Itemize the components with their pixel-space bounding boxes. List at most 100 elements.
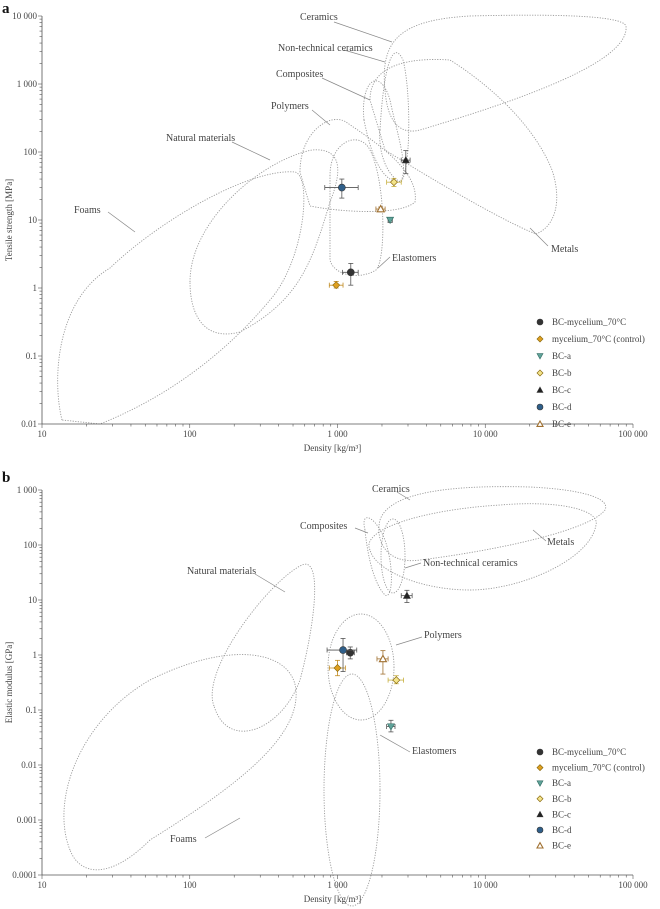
marker-BC-mycelium_70°C: [346, 648, 355, 657]
region-label: Metals: [547, 537, 574, 548]
region-non-technical-ceramics: [380, 518, 406, 594]
marker-BC-b: [389, 178, 398, 187]
legend-item: BC-d: [536, 402, 572, 412]
y-tick-label: 0.001: [17, 815, 37, 825]
marker-mycelium_70°C (control): [333, 664, 342, 673]
legend-marker: [536, 318, 544, 326]
y-tick-label: 0.01: [21, 419, 37, 429]
legend-label: mycelium_70°C (control): [552, 334, 645, 344]
legend-label: mycelium_70°C (control): [552, 763, 645, 773]
marker-BC-d: [338, 183, 346, 192]
data-point: [326, 638, 358, 672]
marker-BC-mycelium_70°C: [346, 268, 355, 277]
marker-mycelium_70°C (control): [332, 281, 341, 290]
data-point: [386, 177, 402, 187]
x-tick-label: 10 000: [473, 880, 498, 890]
legend-item: BC-a: [536, 778, 571, 788]
legend-marker: [536, 795, 544, 803]
legend-marker: [536, 780, 544, 787]
legend-marker: [536, 369, 544, 377]
marker-BC-b: [392, 676, 401, 685]
y-tick-label: 100: [24, 540, 38, 550]
region-polymers: [327, 613, 395, 721]
y-tick-label: 0.1: [26, 351, 37, 361]
panel-label-b: b: [2, 470, 10, 486]
legend-label: BC-mycelium_70°C: [552, 317, 626, 327]
legend-item: BC-a: [536, 351, 571, 361]
legend-marker: [536, 748, 544, 756]
region-ceramics: [378, 486, 607, 562]
legend-label: BC-c: [552, 385, 571, 395]
marker-BC-c: [402, 591, 411, 599]
x-tick-label: 100: [183, 429, 197, 439]
x-tick-label: 1 000: [327, 880, 348, 890]
legend-label: BC-mycelium_70°C: [552, 747, 626, 757]
region-ceramics: [383, 14, 627, 132]
legend-item: BC-mycelium_70°C: [536, 317, 626, 327]
legend-item: BC-c: [536, 809, 571, 819]
data-point: [346, 646, 355, 660]
legend-marker: [536, 810, 544, 818]
region-label: Ceramics: [300, 12, 338, 23]
region-label: Elastomers: [392, 253, 437, 264]
marker-BC-c: [401, 155, 410, 164]
legend-item: mycelium_70°C (control): [536, 334, 645, 344]
x-tick-label: 10 000: [473, 429, 498, 439]
legend-item: BC-b: [536, 794, 572, 804]
region-elastomers: [323, 673, 381, 907]
y-tick-label: 1: [33, 283, 38, 293]
legend-item: BC-b: [536, 368, 572, 378]
region-label: Metals: [551, 244, 578, 255]
legend-item: BC-d: [536, 825, 572, 835]
region-natural-materials: [189, 149, 339, 335]
y-tick-label: 10 000: [12, 11, 37, 21]
y-tick-label: 10: [28, 595, 38, 605]
x-axis-label: Density [kg/m³]: [304, 894, 361, 904]
legend-marker: [536, 353, 544, 360]
legend-label: BC-d: [552, 825, 572, 835]
region-non-technical-ceramics: [379, 52, 410, 183]
region-label: Composites: [276, 69, 323, 80]
legend-label: BC-e: [552, 841, 571, 851]
legend-marker: [536, 764, 544, 772]
legend-marker: [536, 419, 544, 427]
y-tick-label: 0.0001: [12, 870, 37, 880]
legend-item: BC-mycelium_70°C: [536, 747, 626, 757]
region-labels-panel-b: Ceramics Composites Metals Non-technical…: [170, 484, 574, 845]
region-label: Ceramics: [372, 484, 410, 495]
x-tick-label: 100 000: [618, 880, 648, 890]
region-natural-materials: [211, 563, 316, 732]
region-label: Foams: [170, 834, 197, 845]
legend-marker: [536, 826, 544, 834]
region-labels-panel-a: Ceramics Non-technical ceramics Composit…: [74, 12, 578, 264]
regions-panel-b: [63, 486, 607, 907]
region-label: Natural materials: [187, 566, 256, 577]
legend-label: BC-b: [552, 794, 572, 804]
region-elastomers: [329, 139, 384, 276]
legend-item: BC-c: [536, 385, 571, 395]
data-point: [400, 589, 413, 603]
region-label: Natural materials: [166, 133, 235, 144]
data-point: [375, 204, 386, 213]
panel-b: 10 100 1 000 10 000 100 000 0.0001 0.001 0.01 0.…: [4, 485, 648, 904]
legend-label: BC-c: [552, 809, 571, 819]
legend-marker: [536, 386, 544, 393]
x-axis-label: Density [kg/m³]: [304, 443, 361, 453]
x-tick-label: 100: [183, 880, 197, 890]
legend-label: BC-a: [552, 351, 571, 361]
marker-BC-e: [376, 204, 386, 213]
region-metals: [369, 59, 558, 235]
data-point: [328, 281, 344, 290]
legend-marker: [536, 335, 544, 343]
region-foams: [57, 171, 305, 425]
legend-label: BC-e: [552, 419, 571, 429]
legend-item: mycelium_70°C (control): [536, 763, 645, 773]
data-point: [328, 659, 346, 677]
data-point: [400, 150, 411, 175]
marker-BC-e: [378, 654, 388, 663]
y-tick-label: 1 000: [17, 79, 38, 89]
region-label: Foams: [74, 205, 101, 216]
region-label: Non-technical ceramics: [278, 43, 373, 54]
data-point: [324, 178, 359, 199]
